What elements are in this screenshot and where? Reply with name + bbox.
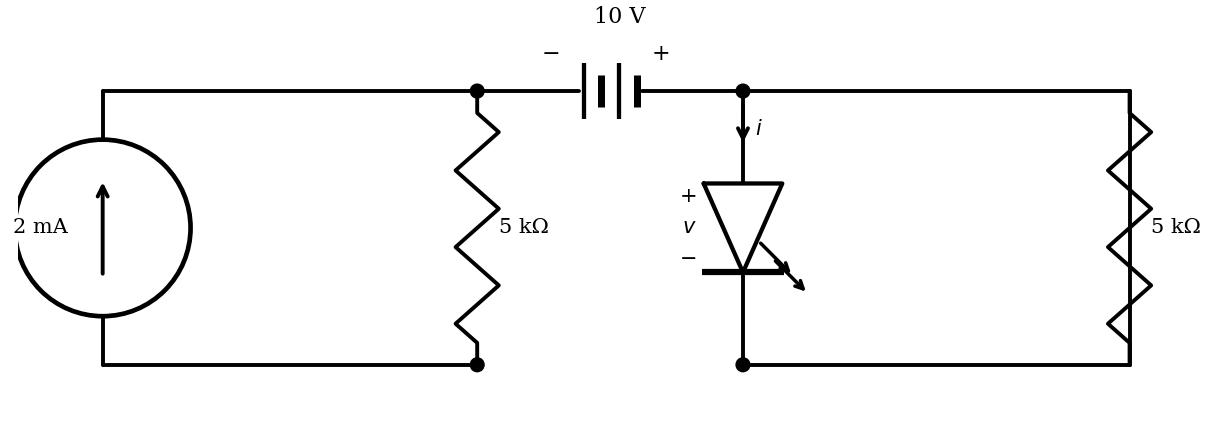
Circle shape (736, 358, 750, 371)
Text: 10 V: 10 V (594, 6, 645, 28)
Text: +: + (651, 42, 671, 64)
Circle shape (471, 84, 484, 98)
Text: −: − (542, 42, 560, 64)
Text: 5 kΩ: 5 kΩ (499, 219, 548, 237)
Text: $i$: $i$ (755, 119, 762, 139)
Text: 5 kΩ: 5 kΩ (1152, 219, 1201, 237)
Text: $v$: $v$ (682, 219, 696, 237)
Circle shape (471, 358, 484, 371)
Circle shape (736, 84, 750, 98)
Text: 2 mA: 2 mA (14, 219, 69, 237)
Polygon shape (704, 183, 783, 272)
Text: +: + (680, 187, 698, 207)
Text: −: − (680, 249, 698, 269)
